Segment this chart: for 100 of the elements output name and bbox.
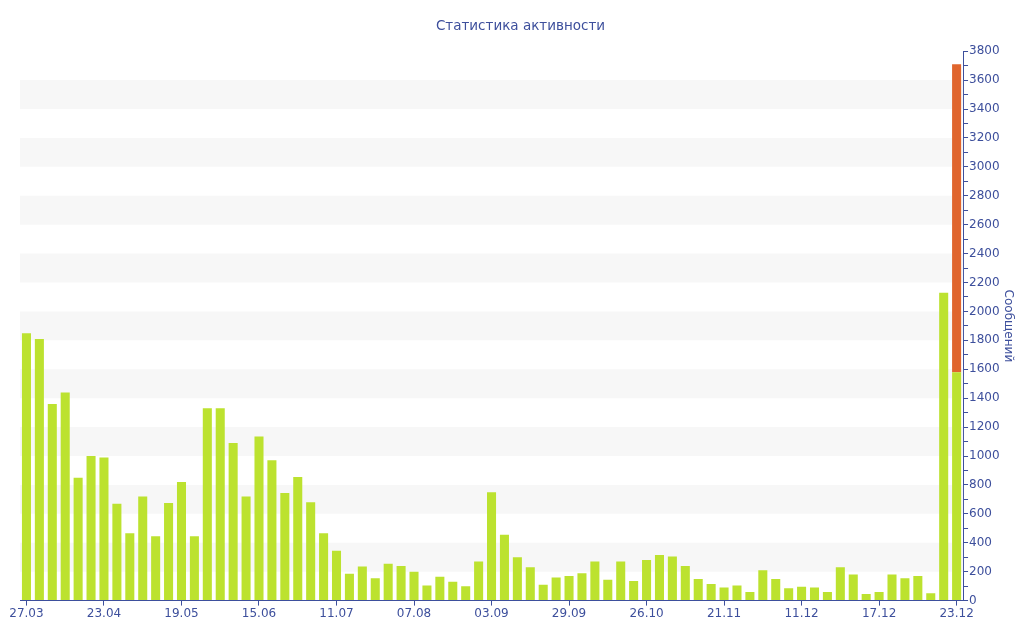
bar	[952, 64, 962, 373]
x-tick-label: 11.07	[319, 605, 354, 620]
x-tick-label: 15.06	[241, 605, 277, 620]
x-tick-label: 29.09	[551, 605, 587, 620]
bar	[435, 576, 445, 601]
x-tick-label: 27.03	[9, 605, 44, 620]
bar	[487, 492, 497, 601]
bar	[797, 586, 807, 601]
y-tick-label: 1200	[969, 419, 1000, 434]
y-tick-label: 3000	[969, 158, 1000, 173]
y-tick-label: 3200	[969, 130, 1000, 145]
bar	[784, 588, 794, 601]
bar	[525, 567, 535, 601]
y-tick-label: 200	[969, 563, 992, 578]
x-tick-label: 23.04	[86, 605, 122, 620]
bar	[47, 403, 57, 601]
y-tick-label: 2600	[969, 216, 1000, 231]
bar	[461, 586, 471, 601]
y-tick-label: 2400	[969, 245, 1000, 260]
bar	[176, 482, 187, 601]
bar	[874, 591, 884, 601]
bar	[926, 593, 936, 601]
bar	[151, 536, 161, 601]
bar	[99, 457, 109, 601]
bar	[564, 576, 574, 601]
y-axis-title: Сообщений	[1001, 289, 1016, 363]
bar	[383, 563, 393, 601]
y-tick-label: 3400	[969, 101, 1000, 116]
y-tick-label: 2800	[969, 187, 1000, 202]
bar	[642, 560, 652, 601]
bar	[241, 496, 251, 601]
bar	[603, 579, 613, 601]
x-tick-label: 11.12	[784, 605, 819, 620]
bar	[590, 561, 600, 601]
bar	[887, 574, 897, 601]
bar	[835, 567, 845, 601]
y-tick-label: 3600	[969, 72, 1000, 87]
bar	[629, 581, 639, 601]
bar	[809, 587, 820, 601]
x-tick-label: 23.12	[939, 605, 974, 620]
bar	[448, 581, 458, 601]
y-tick-label: 0	[969, 592, 977, 607]
bar	[900, 578, 910, 601]
bar	[822, 591, 832, 601]
bar	[331, 550, 342, 601]
bar	[280, 492, 290, 601]
bar	[758, 570, 768, 601]
y-tick-label: 1000	[969, 448, 1000, 463]
bar	[577, 573, 587, 601]
bar	[499, 534, 509, 601]
bar	[60, 392, 70, 601]
x-tick-label: 07.08	[396, 605, 432, 620]
y-tick-label: 2200	[969, 274, 1000, 289]
bar	[706, 583, 716, 601]
chart-title: Статистика активности	[435, 16, 606, 33]
bar	[732, 585, 742, 601]
bar	[112, 503, 122, 601]
bar	[254, 436, 264, 601]
bar	[745, 591, 755, 601]
bar	[344, 573, 354, 601]
bar	[86, 456, 96, 601]
x-tick-label: 19.05	[164, 605, 199, 620]
bar	[551, 577, 561, 601]
bar	[913, 576, 923, 601]
bar	[125, 533, 135, 601]
bar	[21, 333, 31, 601]
x-tick-label: 17.12	[861, 605, 897, 620]
bar	[848, 574, 858, 601]
bar	[680, 565, 690, 601]
bar	[319, 533, 329, 601]
bar	[422, 585, 432, 601]
bar	[409, 571, 419, 601]
y-tick-label: 3800	[969, 43, 1000, 58]
y-tick-label: 1800	[969, 332, 1000, 347]
bar	[293, 476, 303, 601]
bar	[474, 561, 484, 601]
bar	[357, 566, 367, 601]
bar	[939, 292, 949, 601]
bar	[73, 477, 83, 601]
bar	[952, 372, 962, 601]
y-tick-label: 600	[969, 505, 992, 520]
bar	[164, 503, 174, 601]
bar	[693, 578, 703, 601]
bar	[138, 496, 148, 601]
x-tick-label: 26.10	[629, 605, 664, 620]
bar	[215, 408, 225, 601]
bar	[654, 555, 664, 601]
bar	[719, 587, 729, 601]
y-tick-label: 2000	[969, 303, 1000, 318]
bar	[616, 561, 626, 601]
bar	[228, 443, 238, 601]
y-tick-label: 1600	[969, 361, 1000, 376]
x-tick-label: 21.11	[706, 605, 742, 620]
x-tick-label: 03.09	[474, 605, 509, 620]
bar	[202, 408, 212, 601]
y-tick-label: 400	[969, 534, 992, 549]
bar	[370, 578, 380, 601]
bar	[267, 460, 277, 601]
bar	[667, 556, 677, 601]
y-tick-label: 800	[969, 477, 992, 492]
